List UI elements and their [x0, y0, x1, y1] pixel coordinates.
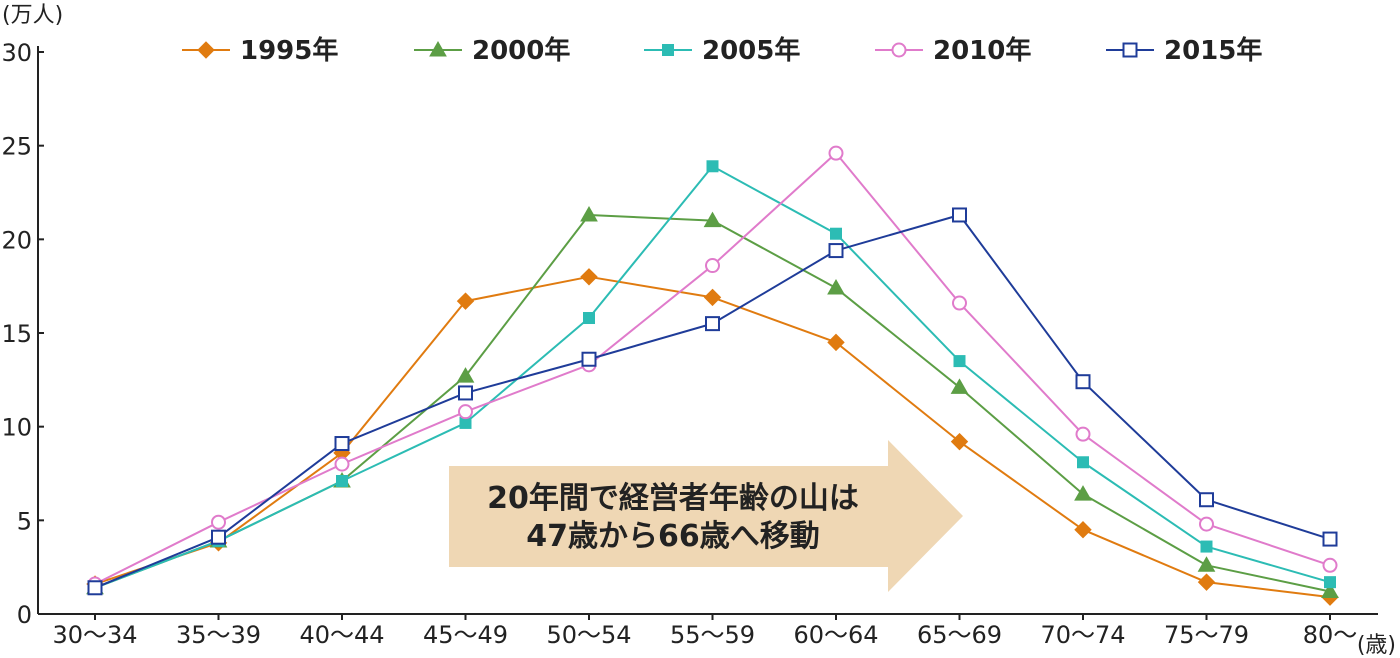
data-point [1074, 520, 1092, 539]
legend-marker [891, 42, 907, 58]
data-point [580, 205, 598, 222]
data-point [211, 529, 226, 545]
data-point [456, 367, 475, 383]
data-point [336, 474, 348, 487]
data-point [1074, 485, 1092, 501]
data-point [1199, 516, 1214, 532]
data-point [580, 268, 598, 286]
data-point [87, 580, 103, 596]
x-tick-label: 65〜69 [917, 621, 1002, 649]
data-point [952, 207, 967, 223]
y-tick-label: 30 [1, 39, 32, 67]
data-point [828, 145, 844, 161]
data-point [950, 378, 969, 394]
legend: 1995年 2000年 2005年 2010年 2015年 [182, 35, 1262, 66]
data-point [334, 456, 350, 472]
data-point [828, 243, 844, 259]
legend-marker [662, 44, 674, 56]
x-tick-label: 55〜59 [670, 621, 755, 649]
data-point [1197, 556, 1216, 572]
legend-item: 2000年 [414, 35, 570, 66]
legend-label: 2015年 [1164, 35, 1262, 66]
x-tick-label: 35〜39 [176, 621, 261, 649]
legend-label: 2000年 [472, 35, 570, 66]
data-point [703, 288, 722, 307]
series-group [86, 145, 1339, 606]
y-tick-label: 0 [17, 601, 32, 629]
data-point [1322, 557, 1338, 573]
data-point [334, 436, 350, 452]
data-point [827, 279, 845, 295]
legend-marker [429, 40, 447, 57]
legend-item: 2015年 [1106, 35, 1262, 66]
data-point [583, 312, 595, 325]
legend-label: 2005年 [702, 35, 800, 66]
data-point [705, 316, 720, 332]
data-point [1075, 374, 1091, 390]
y-tick-label: 5 [17, 507, 32, 535]
legend-marker [197, 41, 215, 59]
legend-item: 1995年 [182, 35, 338, 66]
data-point [953, 355, 966, 368]
annotation-text-line-2: 47歳から66歳へ移動 [526, 519, 820, 554]
data-point [458, 404, 473, 420]
data-point [1322, 531, 1338, 547]
data-point [703, 211, 722, 228]
data-point [456, 292, 475, 310]
y-tick-label: 25 [1, 133, 32, 161]
x-tick-label: 60〜64 [793, 621, 878, 649]
data-point [705, 258, 720, 274]
x-tick-label: 70〜74 [1040, 621, 1125, 649]
data-point [581, 351, 597, 367]
y-axis-unit: (万人) [2, 3, 63, 28]
data-point [950, 432, 969, 451]
data-point [458, 385, 473, 401]
data-point [1321, 582, 1339, 599]
data-point [827, 333, 845, 352]
annotation-text-line-1: 20年間で経営者年齢の山は [487, 481, 859, 516]
y-tick-label: 20 [1, 226, 32, 254]
y-tick-label: 10 [1, 414, 32, 442]
legend-item: 2005年 [644, 35, 800, 66]
legend-item: 2010年 [875, 35, 1031, 66]
data-point [706, 160, 719, 173]
x-tick-label: 30〜34 [52, 621, 137, 649]
data-point [459, 416, 472, 429]
axes: 0 5 10 15 20 25 30 30〜34 35〜39 40〜44 45〜49 50〜54 55〜… [1, 3, 1396, 658]
data-point [952, 295, 967, 311]
data-point [1197, 573, 1216, 591]
data-point [1077, 456, 1089, 469]
x-tick-label: 45〜49 [423, 621, 508, 649]
x-tick-label: 50〜54 [546, 621, 631, 649]
data-point [1199, 492, 1214, 508]
data-point [1200, 540, 1213, 553]
y-tick-label: 15 [1, 320, 32, 348]
annotation-arrow [449, 440, 963, 592]
legend-label: 1995年 [240, 35, 338, 66]
legend-label: 2010年 [933, 35, 1031, 66]
series-2015年 [87, 207, 1338, 596]
data-point [1075, 426, 1091, 442]
x-tick-label: 75〜79 [1164, 621, 1249, 649]
x-tick-label: 40〜44 [299, 621, 384, 649]
data-point [1324, 576, 1336, 589]
data-point [830, 227, 842, 240]
x-tick-label: 80〜 [1303, 621, 1358, 649]
data-point [211, 514, 226, 530]
legend-marker [1122, 42, 1138, 58]
x-axis-unit: (歳) [1357, 633, 1396, 658]
